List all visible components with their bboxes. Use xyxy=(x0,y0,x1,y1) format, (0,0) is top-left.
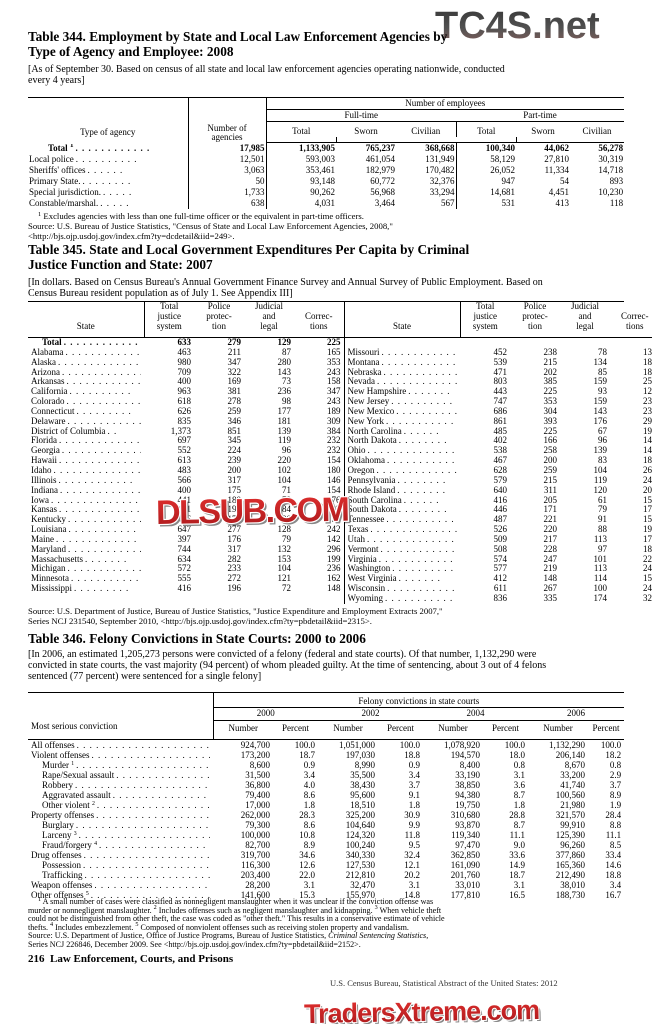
svg-text:TradersXtreme.com: TradersXtreme.com xyxy=(304,995,540,1024)
svg-text:DLSUB.COM: DLSUB.COM xyxy=(156,491,349,532)
